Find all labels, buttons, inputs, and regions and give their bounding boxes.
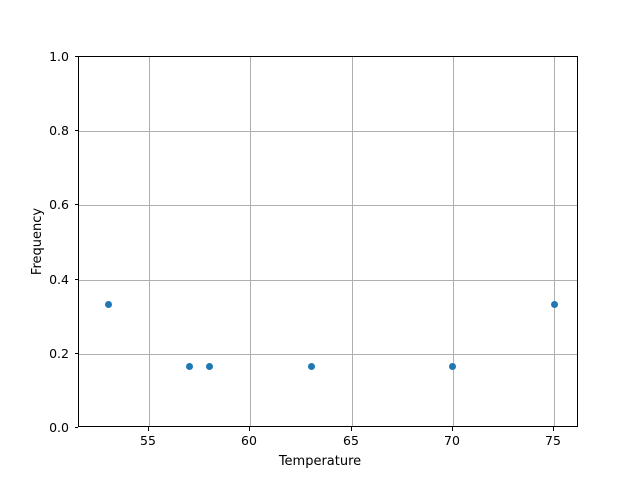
scatter-point xyxy=(307,362,315,370)
x-tick-label: 75 xyxy=(545,433,561,448)
x-tick-mark xyxy=(452,427,453,431)
plot-area xyxy=(78,56,578,427)
scatter-point xyxy=(449,362,457,370)
y-tick-label: 0.2 xyxy=(49,345,69,361)
scatter-point xyxy=(186,362,194,370)
y-tick-mark xyxy=(74,279,78,280)
y-tick-label: 0.4 xyxy=(49,271,69,287)
y-axis-label: Frequency xyxy=(30,207,45,276)
x-tick-mark xyxy=(249,427,250,431)
x-tick-mark xyxy=(148,427,149,431)
x-tick-mark xyxy=(351,427,352,431)
gridline-horizontal xyxy=(79,280,577,281)
y-tick-label: 0.8 xyxy=(49,122,69,138)
y-tick-mark xyxy=(74,427,78,428)
x-tick-label: 60 xyxy=(241,433,257,448)
x-tick-label: 70 xyxy=(444,433,460,448)
gridline-horizontal xyxy=(79,131,577,132)
scatter-point xyxy=(206,362,214,370)
y-tick-mark xyxy=(74,130,78,131)
x-tick-label: 55 xyxy=(140,433,156,448)
y-tick-mark xyxy=(74,56,78,57)
x-axis-label: Temperature xyxy=(278,454,362,469)
y-tick-label: 0.6 xyxy=(49,196,69,212)
gridline-vertical xyxy=(554,57,555,426)
gridline-vertical xyxy=(250,57,251,426)
x-tick-label: 65 xyxy=(343,433,359,448)
gridline-vertical xyxy=(149,57,150,426)
scatter-point xyxy=(105,300,113,308)
y-tick-mark xyxy=(74,204,78,205)
gridline-horizontal xyxy=(79,205,577,206)
gridline-horizontal xyxy=(79,354,577,355)
x-tick-mark xyxy=(553,427,554,431)
y-tick-label: 1.0 xyxy=(49,48,69,64)
y-tick-mark xyxy=(74,353,78,354)
gridline-vertical xyxy=(453,57,454,426)
y-tick-label: 0.0 xyxy=(49,419,69,435)
scatter-point xyxy=(550,300,558,308)
gridline-vertical xyxy=(352,57,353,426)
